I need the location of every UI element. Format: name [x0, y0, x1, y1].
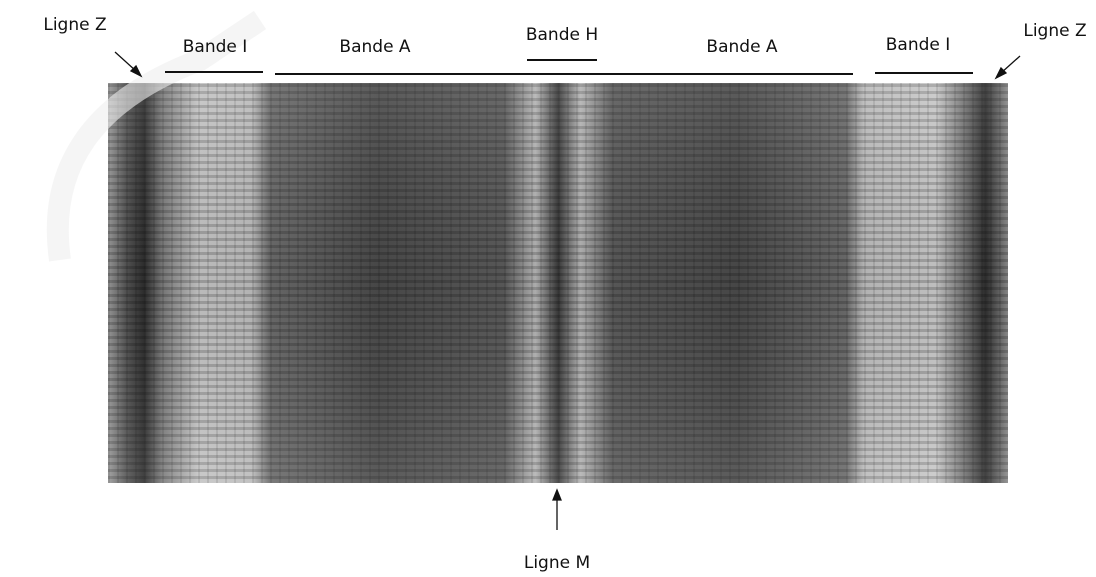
label: Ligne Z [43, 15, 106, 35]
band-rules [165, 59, 973, 75]
label: Ligne Z [1023, 21, 1086, 41]
watermark [46, 10, 267, 262]
label: Bande I [183, 37, 248, 57]
micrograph [108, 83, 1008, 483]
arrows [114, 51, 1021, 530]
label: Bande H [526, 25, 598, 45]
label: Bande A [706, 37, 778, 57]
label: Ligne M [524, 553, 590, 573]
label: Bande A [339, 37, 411, 57]
label: Bande I [886, 35, 951, 55]
